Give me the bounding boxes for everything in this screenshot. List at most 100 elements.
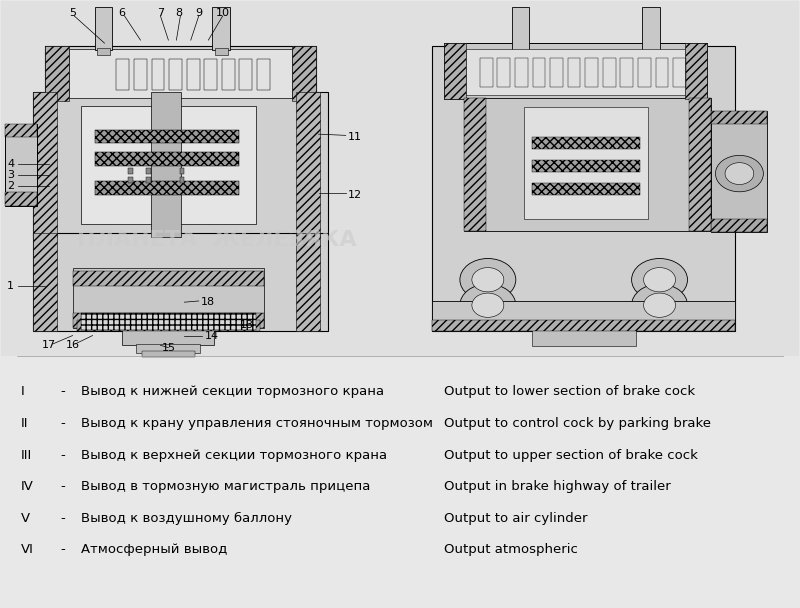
Bar bbox=[464, 98, 486, 231]
Bar bbox=[524, 107, 647, 219]
Circle shape bbox=[472, 268, 504, 292]
Text: 18: 18 bbox=[200, 297, 214, 307]
Text: Output to air cylinder: Output to air cylinder bbox=[444, 512, 587, 525]
Text: 7: 7 bbox=[157, 8, 164, 18]
Bar bbox=[45, 46, 69, 101]
Bar bbox=[711, 219, 767, 232]
Text: 17: 17 bbox=[42, 340, 56, 350]
Text: 12: 12 bbox=[348, 190, 362, 200]
Bar bbox=[33, 233, 57, 331]
Text: 10: 10 bbox=[216, 8, 230, 18]
Text: -: - bbox=[61, 385, 66, 398]
Text: 3: 3 bbox=[7, 170, 14, 181]
Text: Вывод в тормозную магистраль прицепа: Вывод в тормозную магистраль прицепа bbox=[81, 480, 370, 493]
Bar bbox=[444, 43, 466, 99]
Bar bbox=[464, 98, 711, 231]
Bar bbox=[568, 58, 581, 88]
Text: Output atmospheric: Output atmospheric bbox=[444, 543, 578, 556]
Text: Вывод к воздушному баллону: Вывод к воздушному баллону bbox=[81, 511, 291, 525]
Bar bbox=[33, 92, 328, 237]
Bar bbox=[222, 59, 234, 91]
Text: III: III bbox=[21, 449, 32, 461]
Bar bbox=[73, 271, 264, 286]
Bar bbox=[5, 124, 37, 137]
Circle shape bbox=[472, 293, 504, 317]
Text: Output to control cock by parking brake: Output to control cock by parking brake bbox=[444, 417, 711, 430]
Bar bbox=[296, 233, 320, 331]
Bar bbox=[122, 330, 214, 345]
Text: 9: 9 bbox=[195, 8, 202, 18]
Bar bbox=[689, 98, 711, 231]
Circle shape bbox=[460, 284, 516, 326]
Bar bbox=[498, 58, 510, 88]
Bar bbox=[142, 351, 194, 357]
Bar bbox=[95, 181, 238, 195]
Bar bbox=[95, 153, 238, 166]
Bar bbox=[532, 330, 635, 347]
Bar bbox=[685, 43, 707, 99]
Bar bbox=[134, 59, 147, 91]
Bar bbox=[33, 92, 57, 237]
Text: 15: 15 bbox=[162, 344, 175, 353]
Bar bbox=[512, 7, 530, 50]
Bar bbox=[95, 130, 238, 143]
Bar bbox=[550, 58, 563, 88]
Text: ПЛАНЕТА  ЖЕЛЕЗЯКА: ПЛАНЕТА ЖЕЛЕЗЯКА bbox=[77, 230, 356, 250]
Text: -: - bbox=[61, 480, 66, 493]
Bar bbox=[655, 58, 668, 88]
Bar bbox=[532, 160, 639, 171]
Bar bbox=[444, 43, 707, 99]
Bar bbox=[466, 49, 685, 95]
Text: 8: 8 bbox=[175, 8, 182, 18]
Text: -: - bbox=[61, 417, 66, 430]
Bar bbox=[77, 320, 260, 331]
Circle shape bbox=[631, 284, 687, 326]
Text: 16: 16 bbox=[66, 340, 79, 350]
Bar bbox=[129, 168, 134, 173]
Circle shape bbox=[631, 258, 687, 301]
Text: Output to upper section of brake cock: Output to upper section of brake cock bbox=[444, 449, 698, 461]
Bar bbox=[98, 48, 110, 55]
Bar bbox=[642, 7, 659, 50]
Text: 1: 1 bbox=[7, 281, 14, 291]
Text: IV: IV bbox=[21, 480, 34, 493]
Text: Вывод к верхней секции тормозного крана: Вывод к верхней секции тормозного крана bbox=[81, 449, 386, 461]
Bar bbox=[33, 233, 328, 331]
Bar bbox=[638, 58, 650, 88]
Bar bbox=[432, 301, 735, 331]
Bar bbox=[480, 58, 493, 88]
Bar bbox=[137, 344, 200, 353]
Text: Output in brake highway of trailer: Output in brake highway of trailer bbox=[444, 480, 670, 493]
Text: 2: 2 bbox=[7, 181, 14, 191]
Text: 13: 13 bbox=[240, 320, 254, 330]
Bar bbox=[532, 182, 639, 195]
Bar bbox=[81, 313, 256, 330]
Circle shape bbox=[715, 156, 763, 192]
Bar bbox=[292, 46, 316, 101]
Bar bbox=[73, 313, 264, 328]
Bar bbox=[73, 268, 264, 328]
Bar bbox=[603, 58, 616, 88]
Text: VI: VI bbox=[21, 543, 34, 556]
Bar bbox=[69, 49, 292, 98]
Bar bbox=[711, 111, 767, 125]
Bar bbox=[214, 48, 227, 55]
Bar bbox=[532, 137, 639, 150]
Text: I: I bbox=[21, 385, 25, 398]
Bar bbox=[117, 59, 130, 91]
Bar bbox=[179, 176, 184, 182]
Bar bbox=[515, 58, 528, 88]
Bar bbox=[296, 92, 320, 237]
Text: 4: 4 bbox=[7, 159, 14, 170]
Bar bbox=[1, 1, 799, 356]
Bar bbox=[533, 58, 546, 88]
Bar bbox=[621, 58, 633, 88]
Text: Атмосферный вывод: Атмосферный вывод bbox=[81, 543, 227, 556]
Bar bbox=[432, 320, 735, 331]
Bar bbox=[212, 7, 230, 50]
Bar bbox=[146, 168, 151, 173]
Bar bbox=[186, 59, 199, 91]
Bar bbox=[257, 59, 270, 91]
Circle shape bbox=[460, 258, 516, 301]
Bar bbox=[586, 58, 598, 88]
